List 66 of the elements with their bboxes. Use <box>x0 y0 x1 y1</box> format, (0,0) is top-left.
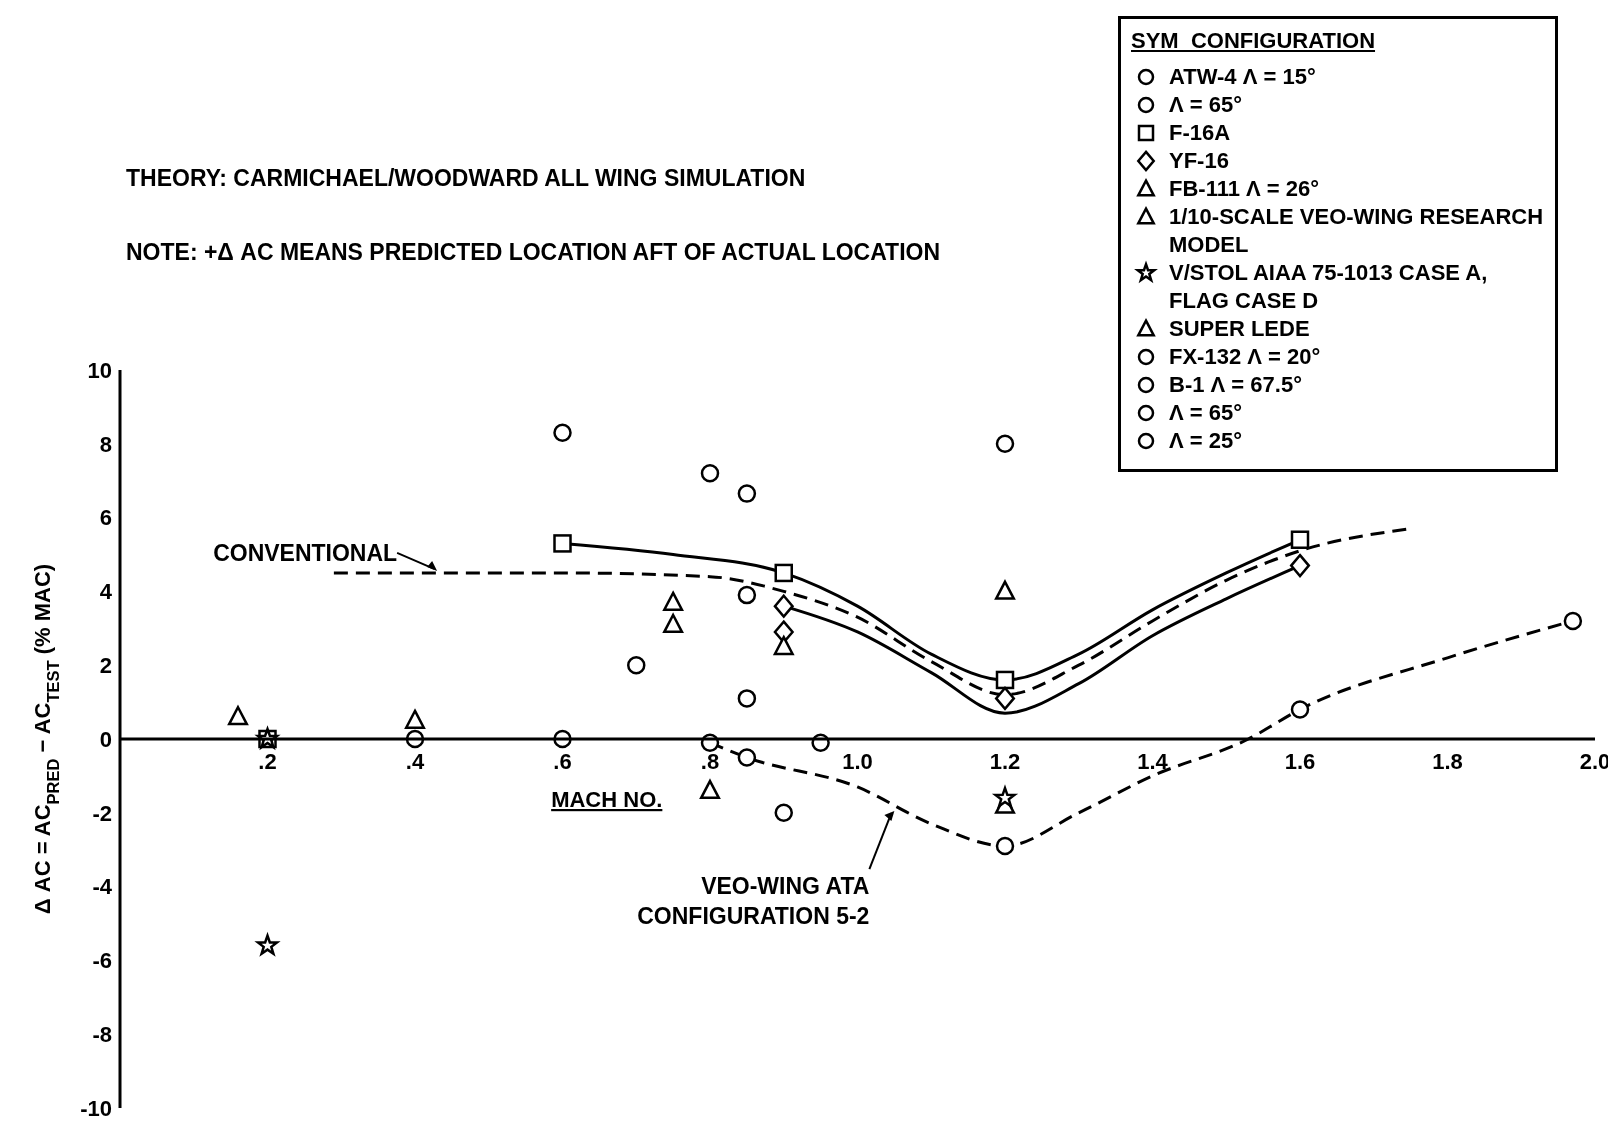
y-tick-label: 8 <box>99 431 112 457</box>
point <box>663 591 684 611</box>
legend-label: FX-132 Λ = 20° <box>1169 343 1321 371</box>
point <box>994 580 1016 600</box>
point <box>992 784 1018 808</box>
point <box>737 585 757 605</box>
x-tick-label: 1.2 <box>989 749 1021 774</box>
point <box>553 534 572 553</box>
y-tick-label: 0 <box>99 726 112 752</box>
point <box>774 803 793 823</box>
legend-label: B-1 Λ = 67.5° <box>1169 371 1302 399</box>
legend-label: 1/10-SCALE VEO-WING RESEARCH MODEL <box>1169 203 1545 259</box>
point <box>773 635 794 656</box>
x-tick-label: .6 <box>553 749 572 774</box>
point <box>663 613 684 634</box>
y-tick-label: 6 <box>99 505 112 531</box>
legend-label: Λ = 25° <box>1169 427 1243 455</box>
point <box>737 484 757 503</box>
point <box>737 689 757 708</box>
legend-title: SYM CONFIGURATION <box>1131 27 1377 55</box>
legend-label: Λ = 65° <box>1169 399 1243 427</box>
legend-label: YF-16 <box>1169 147 1229 175</box>
legend-label: ATW-4 Λ = 15° <box>1169 63 1316 91</box>
point <box>995 670 1015 690</box>
text: NOTE: +Δ AC MEANS PREDICTED LOCATION AFT OF ACTUAL LOCATION <box>126 239 941 265</box>
y-tick-label: 2 <box>99 653 112 679</box>
annotation: VEO-WING ATA CONFIGURATION 5-2 <box>637 873 870 930</box>
legend-label: V/STOL AIAA 75-1013 CASE A, FLAG CASE D <box>1169 259 1489 315</box>
annotation: CONVENTIONAL <box>213 539 398 566</box>
point <box>1290 530 1310 549</box>
point <box>699 779 721 800</box>
y-tick-label: 4 <box>99 579 113 605</box>
point <box>774 563 793 583</box>
point <box>227 706 249 726</box>
legend-label: F-16A <box>1169 119 1231 147</box>
x-tick-label: 1.8 <box>1432 749 1463 774</box>
y-tick-label: -10 <box>80 1095 112 1121</box>
point <box>1563 611 1583 631</box>
point <box>994 686 1016 711</box>
point <box>700 464 720 483</box>
legend-label: FB-111 Λ = 26° <box>1169 175 1320 203</box>
x-tick-label: 1.6 <box>1284 749 1316 774</box>
legend-label: SUPER LEDE <box>1169 315 1310 343</box>
y-tick-label: -8 <box>92 1022 112 1048</box>
x-tick-label: 1.4 <box>1137 749 1169 774</box>
text: THEORY: CARMICHAEL/WOODWARD ALL WING SIMULATION <box>126 165 806 191</box>
y-tick-label: -4 <box>92 874 113 900</box>
x-tick-label: .8 <box>700 749 720 774</box>
x-tick-label: .2 <box>258 749 277 774</box>
y-tick-label: 10 <box>87 357 112 383</box>
point <box>995 836 1015 856</box>
point <box>1290 700 1310 719</box>
x-tick-label: .4 <box>405 749 425 774</box>
point <box>995 434 1015 454</box>
point <box>737 748 757 767</box>
point <box>254 932 281 957</box>
point <box>773 594 794 618</box>
y-tick-label: -2 <box>92 800 112 826</box>
point <box>553 423 572 442</box>
point <box>1289 553 1311 578</box>
legend-label: Λ = 65° <box>1169 91 1243 119</box>
x-axis-title: MACH NO. <box>551 787 663 812</box>
point <box>404 709 426 729</box>
y-tick-label: -6 <box>92 948 112 974</box>
x-tick-label: 1.0 <box>842 749 873 774</box>
point <box>627 655 646 675</box>
